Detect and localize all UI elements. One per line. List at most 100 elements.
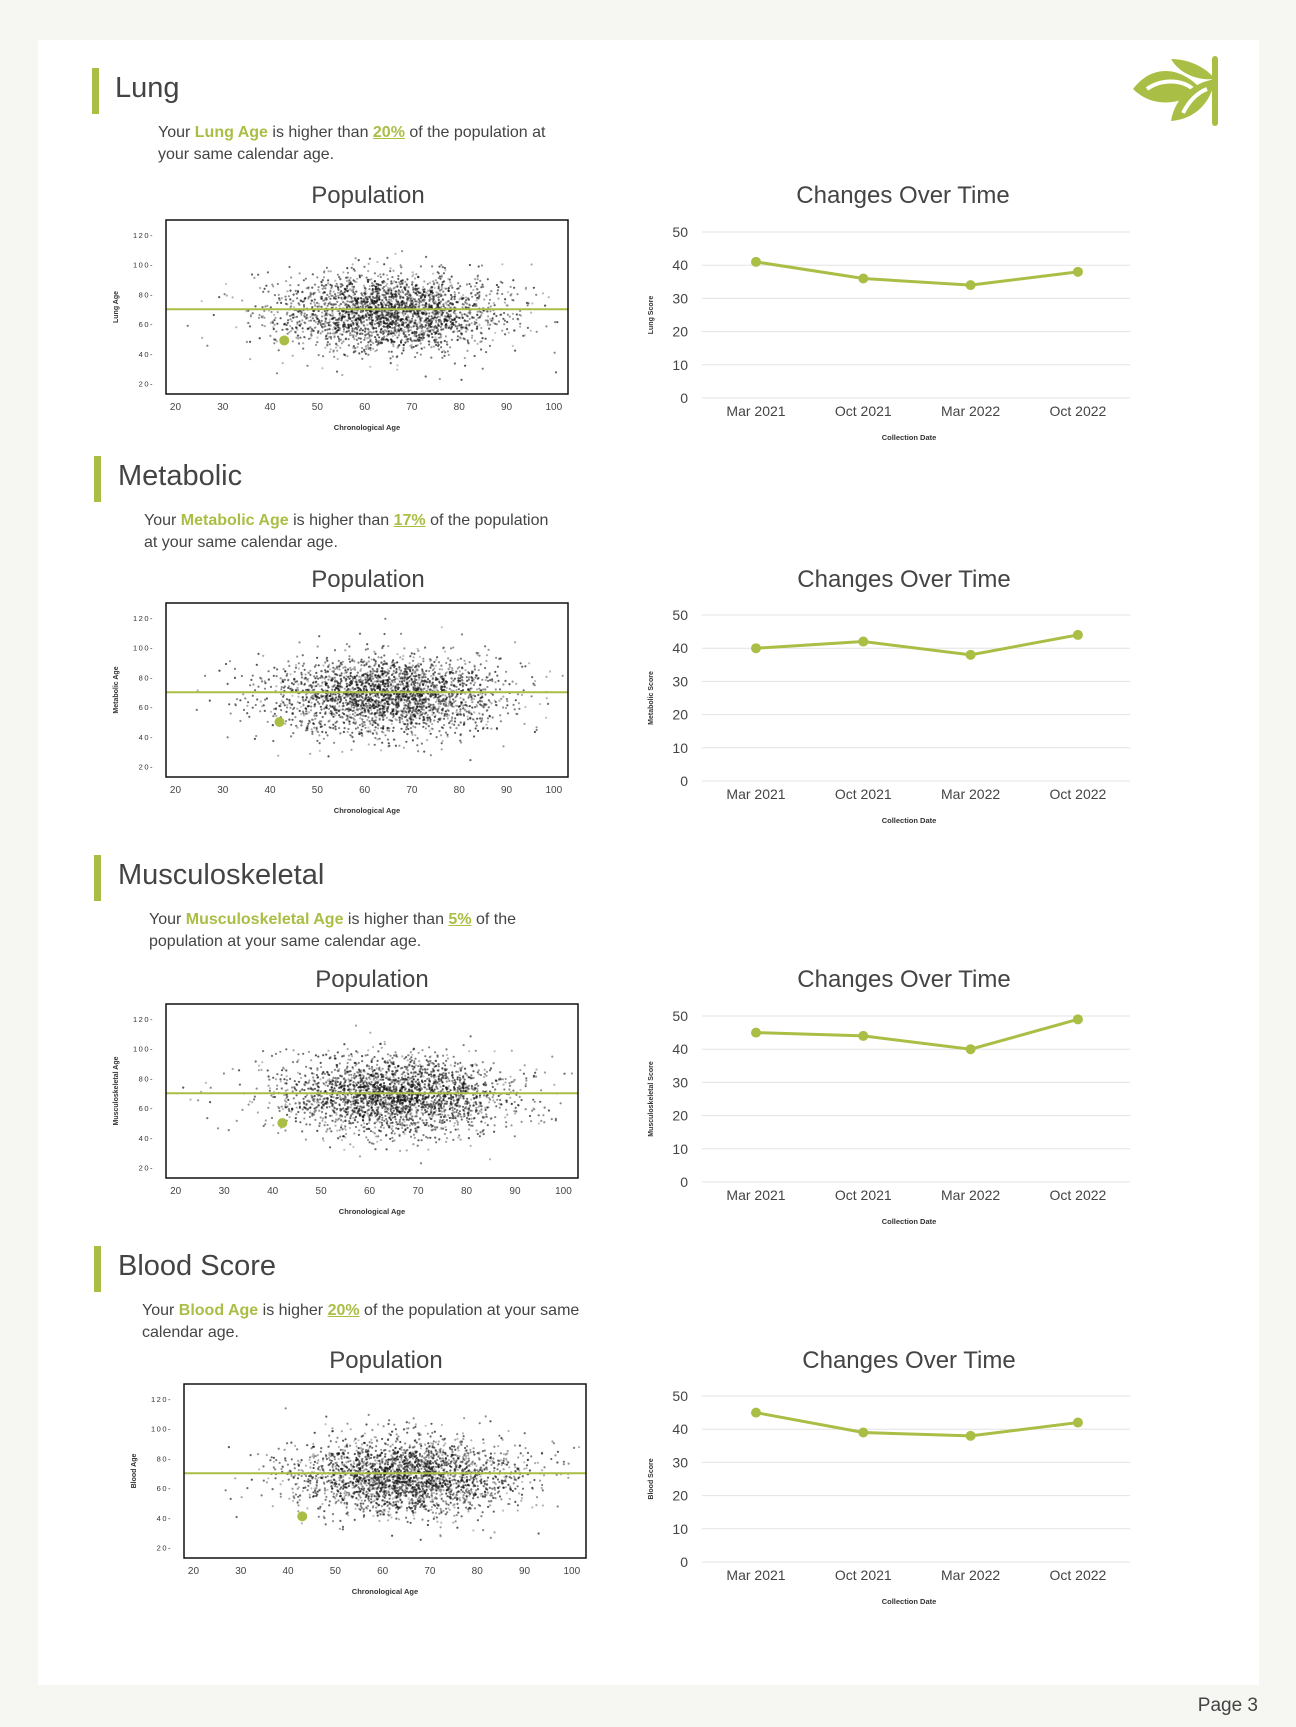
section-description: Your Lung Age is higher than 20% of the … [158,122,578,166]
scatter-chart-title: Population [329,1347,443,1374]
scatter-points-cloud [186,250,559,381]
section-accent-bar [94,456,101,502]
x-tick-label: Oct 2022 [1049,786,1106,802]
data-point [751,256,761,267]
x-tick-label: 60 [359,402,371,413]
data-point [1072,1014,1083,1025]
section-accent-bar [94,855,101,901]
x-tick-label: Oct 2022 [1049,1187,1106,1203]
y-tick-label: 20 [672,324,688,340]
x-tick-label: 40 [264,402,276,413]
y-tick-label: 50 [672,607,688,623]
x-tick-label: Mar 2021 [726,1567,785,1583]
section-title: Musculoskeletal [118,859,325,891]
y-tick-label: 120- [133,231,154,240]
y-tick-label: 40 [672,257,688,273]
desc-text: of the population at your same calendar … [158,124,546,163]
data-point [751,1027,761,1038]
desc-text: is higher than [343,911,449,928]
your-age-point [274,716,285,727]
y-tick-label: 20- [157,1544,172,1553]
x-axis-label: Collection Date [882,1597,937,1606]
x-tick-label: 40 [267,1186,279,1197]
x-tick-label: Oct 2021 [835,403,892,419]
x-tick-label: 90 [509,1186,521,1197]
y-tick-label: 20- [139,1164,154,1173]
y-tick-label: 40 [672,1421,688,1437]
y-tick-label: 100- [133,644,154,653]
your-age-point [279,335,290,346]
x-tick-label: Mar 2021 [726,1187,785,1203]
x-tick-label: Mar 2021 [726,786,785,802]
musculoskeletal-population-scatter: 120- 100- 80- 60- 40- 20- 20 30 40 50 60 70 80 90 100 C… [113,1003,579,1216]
y-tick-label: 50 [672,1008,688,1024]
x-tick-label: 90 [501,785,513,796]
y-tick-label: 80- [157,1454,172,1463]
y-tick-label: 60- [139,320,154,329]
scatter-chart-title: Population [311,566,425,593]
section-title: Lung [115,72,180,104]
x-tick-label: 100 [545,785,562,796]
y-tick-label: 30 [672,1074,688,1090]
x-tick-label: 50 [316,1186,328,1197]
scatter-chart-title: Population [315,966,429,993]
leaf-sprout-logo-icon [1133,56,1218,126]
blood-population-scatter: 120- 100- 80- 60- 40- 20- 20 30 40 50 60 70 80 90 100 C… [131,1383,587,1596]
y-tick-label: 80- [139,1074,154,1083]
y-tick-label: 30 [672,290,688,306]
desc-percent: 20% [327,1302,360,1319]
series-line [755,1017,1079,1051]
metabolic-population-scatter: 120- 100- 80- 60- 40- 20- 20 30 40 50 60 70 80 90 100 C… [113,602,569,815]
blood-changes-line-chart: 50 40 30 20 10 0 Mar 2021 Oct 2021 Mar 2022 Oct 2… [648,1388,1130,1606]
section-accent-bar [92,68,99,114]
desc-highlight: Musculoskeletal Age [185,911,344,928]
data-point [858,1427,869,1438]
plot-frame [165,219,569,395]
plot-frame [183,1383,587,1559]
x-axis-label: Collection Date [882,433,937,442]
y-tick-label: 10 [672,740,688,756]
x-tick-label: 50 [312,402,324,413]
y-tick-label: 120- [133,614,154,623]
desc-percent: 20% [372,124,405,141]
desc-text: is higher than [288,512,394,529]
y-tick-label: 80- [139,290,154,299]
series-line [755,633,1079,657]
scatter-points-cloud [195,617,564,762]
x-axis-label: Collection Date [882,816,937,825]
y-tick-label: 10 [672,357,688,373]
x-tick-label: 80 [461,1186,473,1197]
data-point [751,643,761,654]
x-tick-label: 70 [406,785,418,796]
x-tick-label: 20 [170,1186,182,1197]
data-point [965,649,976,660]
section-musculoskeletal: Musculoskeletal Your Musculoskeletal Age… [0,855,1296,1255]
x-axis-label: Chronological Age [352,1587,418,1596]
data-point [965,280,976,291]
x-tick-label: 50 [312,785,324,796]
y-axis-label: Blood Age [131,1454,138,1489]
y-tick-label: 40- [139,350,154,359]
desc-text: is higher than [267,124,373,141]
report-page [38,40,1259,1685]
x-tick-label: 30 [217,402,229,413]
x-tick-label: 30 [217,785,229,796]
series-line [755,1411,1079,1438]
scatter-points-cloud [182,1024,573,1165]
plot-frame [165,1003,579,1179]
section-description: Your Musculoskeletal Age is higher than … [149,909,529,953]
y-tick-label: 40- [139,1134,154,1143]
your-age-point [277,1117,288,1128]
desc-text: of the population at your same calendar … [144,512,549,551]
y-tick-label: 80- [139,673,154,682]
x-tick-label: Oct 2021 [835,1187,892,1203]
x-tick-label: 90 [519,1566,531,1577]
data-point [858,273,869,284]
y-tick-label: 120- [133,1015,154,1024]
x-tick-label: 90 [501,402,513,413]
x-tick-label: 80 [454,785,466,796]
y-tick-label: 100- [133,1045,154,1054]
line-chart-title: Changes Over Time [802,1347,1016,1374]
y-tick-label: 50 [672,224,688,240]
x-tick-label: 70 [412,1186,424,1197]
